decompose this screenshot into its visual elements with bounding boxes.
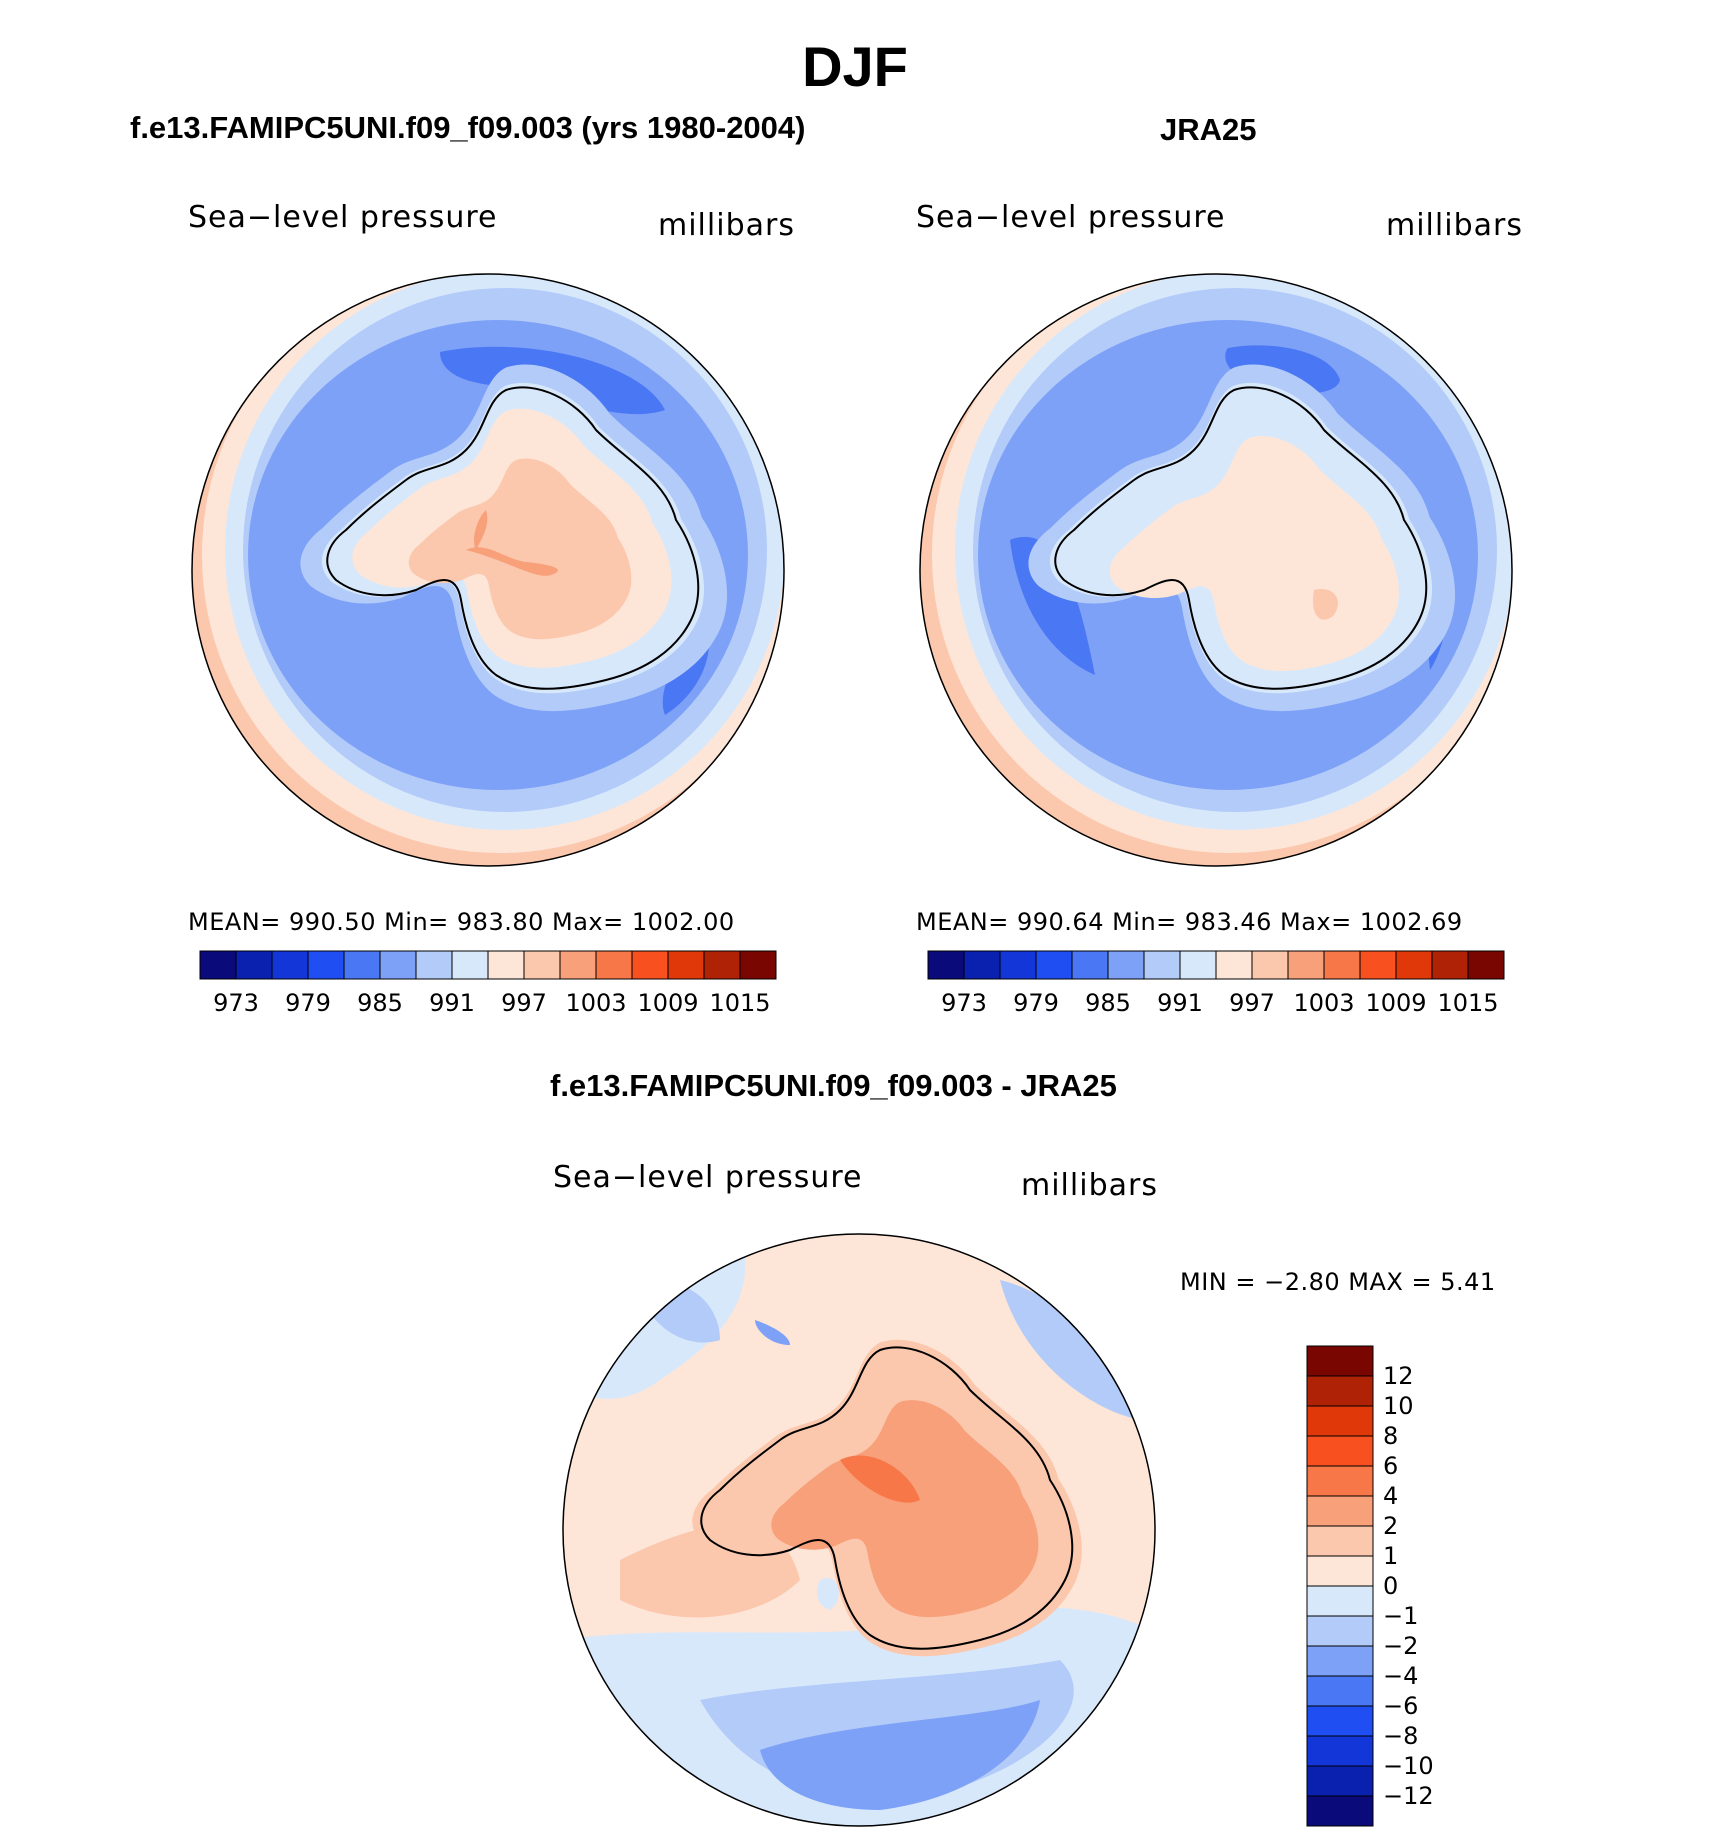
diff-colorbar-tick-label: 8 [1383, 1422, 1399, 1450]
diff-colorbar-swatch [1306, 1495, 1374, 1527]
diff-colorbar-tick-label: −8 [1383, 1722, 1419, 1750]
model-colorbar-swatch [559, 950, 597, 980]
diff-colorbar-tick-label: 1 [1383, 1542, 1399, 1570]
model-colorbar-swatch [379, 950, 417, 980]
diff-field-label: Sea−level pressure [553, 1160, 863, 1195]
diff-colorbar-tick-label: −4 [1383, 1662, 1419, 1690]
model-map [191, 273, 785, 867]
obs-colorbar-swatch [1035, 950, 1073, 980]
obs-colorbar-swatch [1143, 950, 1181, 980]
obs-colorbar-swatch [1215, 950, 1253, 980]
diff-colorbar-swatch [1306, 1675, 1374, 1707]
diff-colorbar-tick-label: −10 [1383, 1752, 1434, 1780]
diff-colorbar-swatch [1306, 1525, 1374, 1557]
diff-colorbar-swatch [1306, 1705, 1374, 1737]
model-colorbar-swatch [235, 950, 273, 980]
diff-colorbar-swatch [1306, 1345, 1374, 1377]
model-colorbar-swatch [271, 950, 309, 980]
model-colorbar-tick-label: 979 [285, 989, 331, 1017]
diff-colorbar-swatch [1306, 1375, 1374, 1407]
obs-colorbar-swatch [999, 950, 1037, 980]
model-stats: MEAN= 990.50 Min= 983.80 Max= 1002.00 [188, 908, 735, 936]
model-colorbar-swatch [523, 950, 561, 980]
obs-panel-title: JRA25 [1160, 112, 1257, 147]
model-colorbar-tick-label: 1009 [637, 989, 699, 1017]
obs-colorbar-swatch [963, 950, 1001, 980]
obs-stats: MEAN= 990.64 Min= 983.46 Max= 1002.69 [916, 908, 1463, 936]
obs-colorbar-swatch [1359, 950, 1397, 980]
model-colorbar-swatch [631, 950, 669, 980]
diff-colorbar-tick-label: 2 [1383, 1512, 1399, 1540]
figure-title: DJF [802, 35, 908, 98]
diff-colorbar-swatch [1306, 1405, 1374, 1437]
diff-colorbar-tick-label: 10 [1383, 1392, 1414, 1420]
diff-colorbar-swatch [1306, 1555, 1374, 1587]
obs-colorbar-tick-label: 1015 [1437, 989, 1499, 1017]
obs-colorbar-tick-label: 1009 [1365, 989, 1427, 1017]
diff-colorbar-swatch [1306, 1765, 1374, 1797]
model-panel-title: f.e13.FAMIPC5UNI.f09_f09.003 (yrs 1980-2… [130, 110, 806, 145]
model-colorbar-tick-label: 985 [357, 989, 403, 1017]
diff-colorbar-swatch [1306, 1645, 1374, 1677]
obs-colorbar-tick-label: 1003 [1293, 989, 1355, 1017]
diff-colorbar-tick-label: −12 [1383, 1782, 1434, 1810]
model-units-label: millibars [658, 208, 795, 243]
model-colorbar-swatch [451, 950, 489, 980]
model-field-label: Sea−level pressure [188, 200, 498, 235]
obs-field-label: Sea−level pressure [916, 200, 1226, 235]
obs-colorbar-tick-label: 979 [1013, 989, 1059, 1017]
obs-colorbar-swatch [1107, 950, 1145, 980]
obs-colorbar-swatch [1287, 950, 1325, 980]
obs-units-label: millibars [1386, 208, 1523, 243]
obs-colorbar-swatch [1395, 950, 1433, 980]
model-colorbar-tick-label: 997 [501, 989, 547, 1017]
diff-colorbar-tick-label: −2 [1383, 1632, 1419, 1660]
model-colorbar-tick-label: 1015 [709, 989, 771, 1017]
obs-colorbar-swatch [1467, 950, 1505, 980]
model-colorbar-tick-label: 973 [213, 989, 259, 1017]
diff-units-label: millibars [1021, 1168, 1158, 1203]
obs-colorbar-swatch [927, 950, 965, 980]
diff-stats: MIN = −2.80 MAX = 5.41 [1180, 1268, 1496, 1296]
diff-colorbar-swatch [1306, 1435, 1374, 1467]
obs-colorbar-swatch [1071, 950, 1109, 980]
diff-colorbar-swatch [1306, 1795, 1374, 1827]
diff-colorbar-tick-label: −6 [1383, 1692, 1419, 1720]
diff-panel-title: f.e13.FAMIPC5UNI.f09_f09.003 - JRA25 [550, 1068, 1117, 1103]
model-colorbar-swatch [739, 950, 777, 980]
model-colorbar-swatch [199, 950, 237, 980]
model-colorbar-swatch [307, 950, 345, 980]
model-colorbar-tick-label: 991 [429, 989, 475, 1017]
obs-colorbar-tick-label: 973 [941, 989, 987, 1017]
diff-colorbar-tick-label: −1 [1383, 1602, 1419, 1630]
model-colorbar-swatch [595, 950, 633, 980]
diff-colorbar-tick-label: 6 [1383, 1452, 1399, 1480]
obs-colorbar-swatch [1323, 950, 1361, 980]
model-colorbar-swatch [343, 950, 381, 980]
model-colorbar-swatch [667, 950, 705, 980]
obs-colorbar-tick-label: 997 [1229, 989, 1275, 1017]
diff-colorbar-swatch [1306, 1615, 1374, 1647]
diff-colorbar-tick-label: 0 [1383, 1572, 1399, 1600]
model-colorbar-swatch [703, 950, 741, 980]
diff-colorbar-tick-label: 12 [1383, 1362, 1414, 1390]
diff-colorbar-tick-label: 4 [1383, 1482, 1399, 1510]
obs-colorbar-tick-label: 991 [1157, 989, 1203, 1017]
diff-colorbar [1306, 1345, 1374, 1827]
model-colorbar-swatch [415, 950, 453, 980]
obs-colorbar-tick-label: 985 [1085, 989, 1131, 1017]
obs-colorbar-swatch [1431, 950, 1469, 980]
obs-map [919, 273, 1513, 867]
diff-colorbar-swatch [1306, 1585, 1374, 1617]
model-colorbar-tick-label: 1003 [565, 989, 627, 1017]
obs-colorbar [927, 950, 1505, 980]
obs-colorbar-swatch [1179, 950, 1217, 980]
obs-colorbar-swatch [1251, 950, 1289, 980]
diff-map [562, 1233, 1156, 1827]
model-colorbar-swatch [487, 950, 525, 980]
model-colorbar [199, 950, 777, 980]
diff-colorbar-swatch [1306, 1465, 1374, 1497]
diff-colorbar-swatch [1306, 1735, 1374, 1767]
